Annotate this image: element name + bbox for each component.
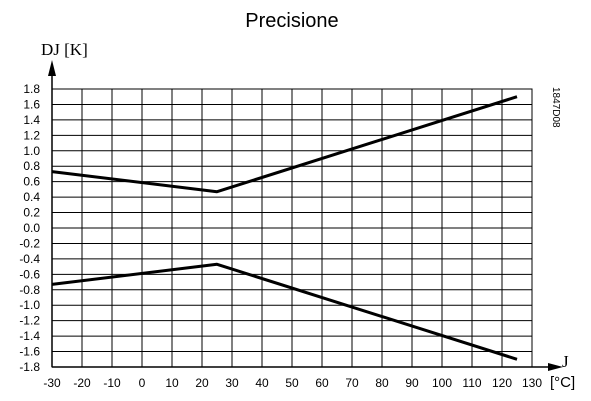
y-tick-label: 1.0: [23, 144, 40, 158]
tick-labels: -30 -20 -10 0 10 20 30 40 50 60 70 80 90 100 110 120 130…: [19, 82, 542, 390]
y-tick-label: -1.0: [19, 298, 40, 312]
y-tick-label: -1.4: [19, 329, 40, 343]
y-tick-label: -1.8: [19, 360, 40, 374]
x-tick-label: 0: [139, 376, 146, 390]
x-tick-label: 120: [492, 376, 512, 390]
x-axis-arrow: [548, 363, 563, 371]
x-tick-label: 130: [522, 376, 542, 390]
x-axis-symbol: J: [562, 352, 569, 371]
figure-code: 1847D08: [550, 87, 561, 128]
y-tick-label: -0.6: [19, 267, 40, 281]
y-tick-label: 1.2: [23, 128, 40, 142]
lower-limit-line: [51, 262, 518, 361]
y-tick-label: -0.2: [19, 236, 40, 250]
x-tick-label: -10: [103, 376, 121, 390]
x-tick-label: -20: [73, 376, 91, 390]
y-tick-label: -0.4: [19, 252, 40, 266]
x-tick-label: 20: [195, 376, 209, 390]
y-tick-label: 1.4: [23, 113, 40, 127]
y-tick-label: 0.0: [23, 221, 40, 235]
x-axis-unit: [°C]: [550, 374, 575, 391]
series: [51, 95, 518, 361]
y-axis-title: DJ [K]: [41, 40, 88, 59]
axes: [48, 60, 563, 371]
x-tick-label: 90: [405, 376, 419, 390]
x-tick-label: 60: [315, 376, 329, 390]
y-tick-label: 0.8: [23, 159, 40, 173]
x-tick-label: 100: [432, 376, 452, 390]
y-tick-label: 0.6: [23, 175, 40, 189]
x-tick-label: 110: [462, 376, 481, 390]
x-tick-label: 70: [345, 376, 359, 390]
y-tick-label: 1.8: [23, 82, 40, 96]
y-tick-label: 0.2: [23, 206, 40, 220]
y-tick-label: -0.8: [19, 283, 40, 297]
upper-limit-line: [51, 95, 518, 194]
chart-title: Precisione: [245, 10, 338, 32]
grid: [51, 88, 533, 368]
y-tick-label: -1.6: [19, 345, 40, 359]
x-tick-label: 30: [225, 376, 239, 390]
x-tick-label: 10: [165, 376, 179, 390]
y-tick-label: -1.2: [19, 314, 40, 328]
y-tick-label: 0.4: [23, 190, 40, 204]
x-tick-label: 80: [375, 376, 389, 390]
x-tick-label: -30: [43, 376, 61, 390]
x-tick-label: 40: [255, 376, 269, 390]
y-axis-arrow: [48, 60, 56, 76]
x-tick-label: 50: [285, 376, 299, 390]
y-tick-label: 1.6: [23, 97, 40, 111]
